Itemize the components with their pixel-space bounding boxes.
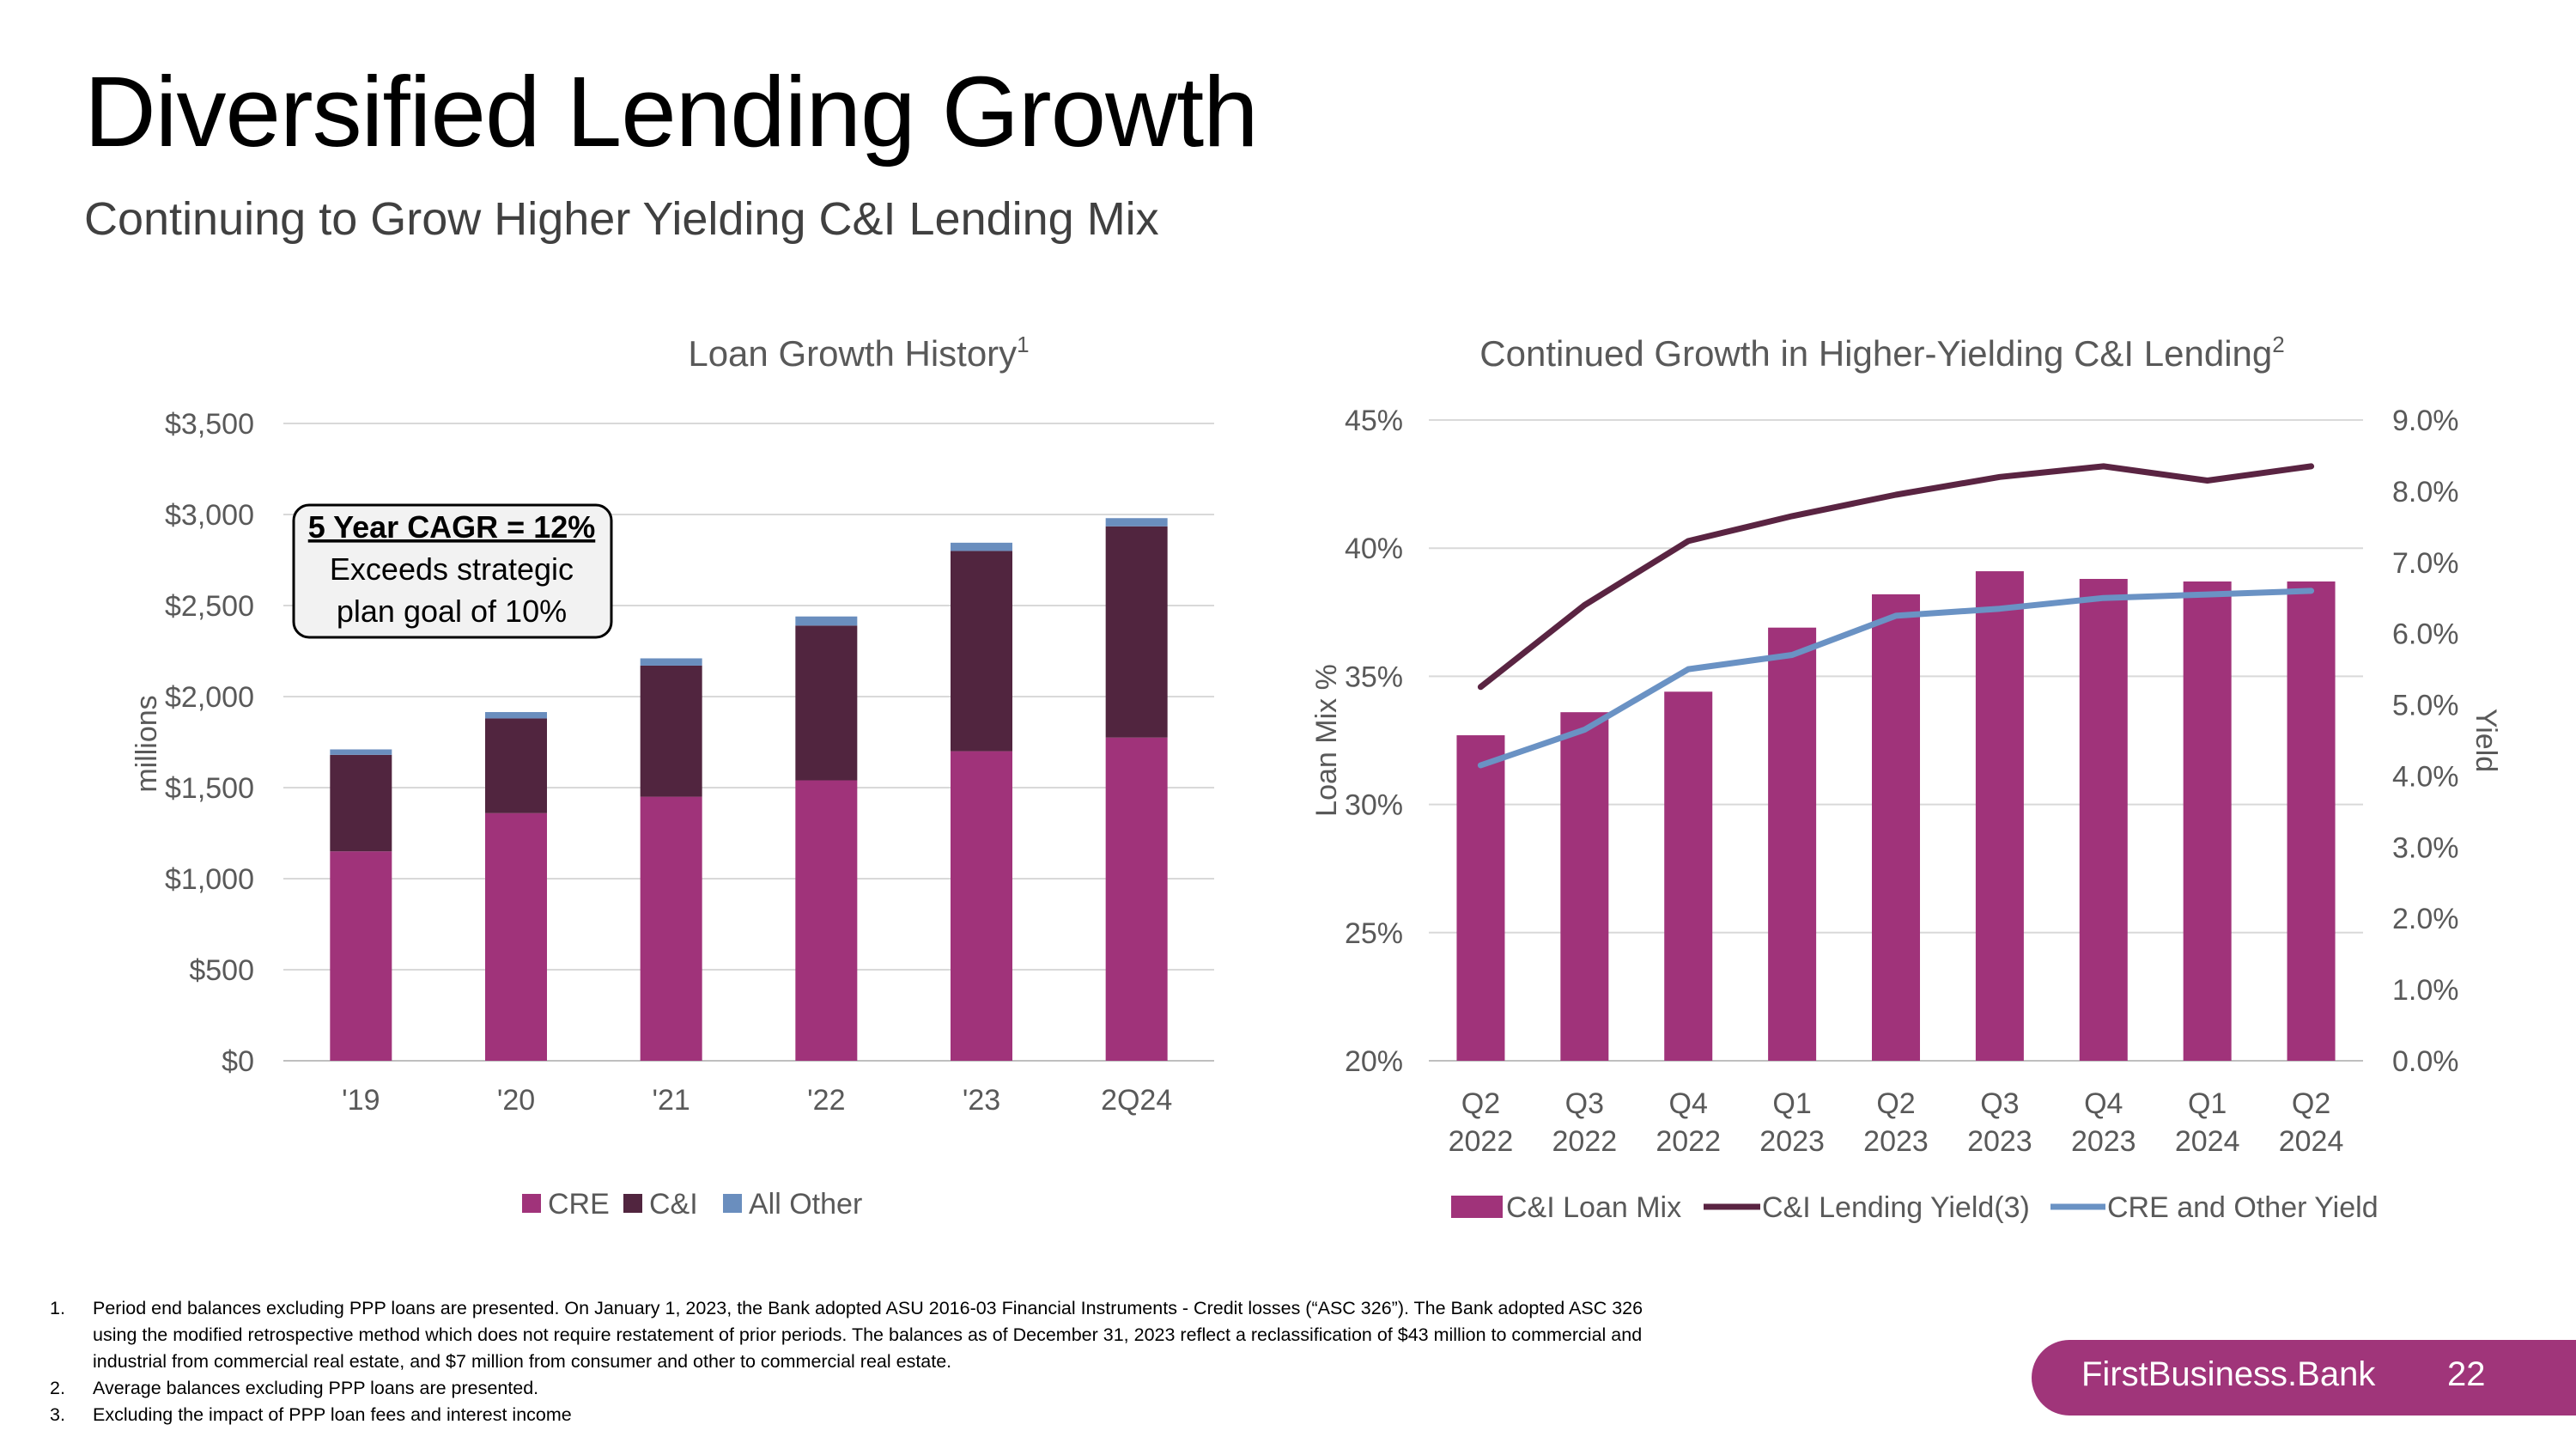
legend-label-other: All Other [749,1188,862,1221]
bar-ci [330,754,392,852]
annotation-line2: Exceeds strategic [330,551,574,587]
bar-ci [795,625,858,781]
bar-ci [951,551,1012,752]
cagr-annotation: 5 Year CAGR = 12% Exceeds strategic plan… [292,503,613,639]
chart1-ylabel: millions [131,695,163,792]
chart1-xtick-label: 2Q24 [1101,1084,1172,1117]
chart1-title: Loan Growth History1 [688,332,1029,374]
chart1-ytick-label: $3,000 [165,499,254,532]
chart1-ytick-label: $2,500 [165,590,254,623]
annotation-line3: plan goal of 10% [337,594,567,629]
bar-other [795,616,858,626]
chart1-xtick-label: '22 [807,1084,845,1117]
legend-swatch-other [723,1194,742,1213]
bar-cre [1105,737,1168,1061]
chart1-ytick-label: $0 [222,1045,254,1078]
footnote-text: Excluding the impact of PPP loan fees an… [93,1404,572,1425]
legend-swatch-cre [522,1194,541,1213]
chart1-xtick-label: '21 [653,1084,690,1117]
bar-other [640,658,702,666]
bar-cre [795,780,858,1061]
chart1-ytick-label: $2,000 [165,681,254,714]
bar-ci [1105,526,1168,738]
chart1-xtick-label: '23 [963,1084,1000,1117]
chart1-xtick-label: '20 [497,1084,535,1117]
bar-cre [330,851,392,1061]
chart1-ytick-label: $500 [189,954,254,987]
brand-name: FirstBusiness.Bank [2081,1355,2376,1393]
legend-swatch-ci [623,1194,642,1213]
annotation-line1: 5 Year CAGR = 12% [308,509,596,545]
bar-cre [640,796,702,1061]
page-title: Diversified Lending Growth [84,56,1259,167]
brand-badge: FirstBusiness.Bank 22 [2032,1340,2576,1416]
chart1-legend: CRE C&I All Other [522,1188,862,1221]
bar-other [951,542,1012,551]
footnote-number: 2. [50,1378,65,1398]
bar-other [485,712,547,719]
legend-label-cre: CRE [548,1188,610,1221]
bar-other [1105,518,1168,527]
footnote-text: Average balances excluding PPP loans are… [93,1378,539,1398]
page-subtitle: Continuing to Grow Higher Yielding C&I L… [84,193,1159,245]
chart1-ytick-label: $3,500 [165,408,254,441]
footnote-number: 3. [50,1404,65,1425]
bar-cre [951,751,1012,1061]
chart1-ytick-label: $1,500 [165,772,254,805]
bar-cre [485,813,547,1061]
footnotes: 1. Period end balances excluding PPP loan… [50,1295,1681,1428]
annotation-box [292,503,613,639]
page-number: 22 [2447,1355,2486,1393]
footnote-text: Period end balances excluding PPP loans … [93,1298,1643,1372]
footnote-3: 3. Excluding the impact of PPP loan fees … [50,1402,1681,1428]
footnote-2: 2. Average balances excluding PPP loans a… [50,1375,1681,1402]
legend-label-ci: C&I [649,1188,698,1221]
bar-ci [640,665,702,797]
footnote-number: 1. [50,1298,65,1318]
chart1-ytick-label: $1,000 [165,863,254,896]
footnote-1: 1. Period end balances excluding PPP loan… [50,1295,1681,1375]
bar-other [330,749,392,755]
bar-ci [485,718,547,813]
chart1-xtick-label: '19 [342,1084,380,1117]
